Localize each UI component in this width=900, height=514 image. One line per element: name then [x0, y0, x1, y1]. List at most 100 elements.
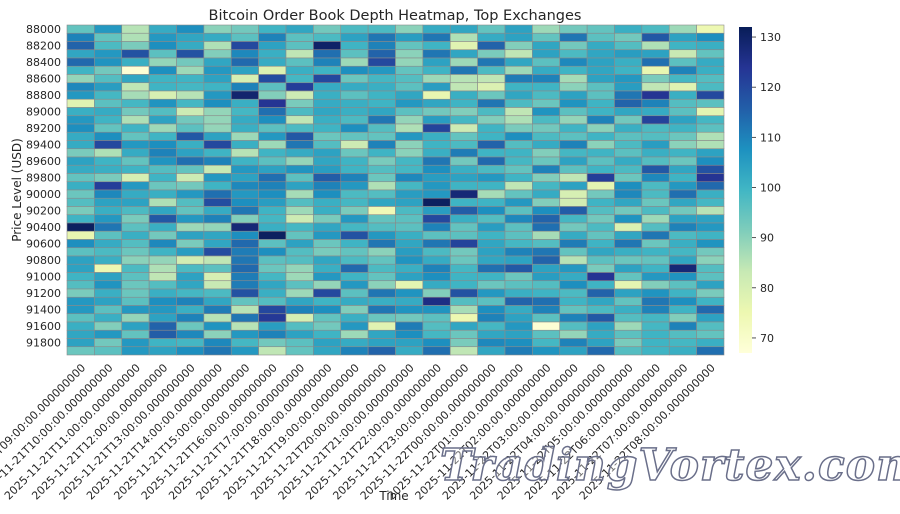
- heatmap-cell: [203, 280, 232, 290]
- heatmap-cell: [477, 156, 506, 166]
- heatmap-cell: [614, 305, 643, 315]
- heatmap-cell: [148, 222, 177, 232]
- heatmap-cell: [121, 296, 150, 306]
- heatmap-cell: [395, 239, 424, 249]
- heatmap-cell: [66, 321, 95, 331]
- heatmap-cell: [504, 230, 533, 240]
- heatmap-cell: [532, 57, 561, 67]
- heatmap-cell: [285, 247, 314, 257]
- heatmap-cell: [449, 148, 478, 158]
- heatmap-cell: [614, 107, 643, 117]
- heatmap-cell: [121, 156, 150, 166]
- heatmap-cell: [395, 197, 424, 207]
- heatmap-cell: [614, 49, 643, 59]
- heatmap-cell: [696, 346, 725, 356]
- heatmap-cell: [285, 222, 314, 232]
- heatmap-cell: [176, 329, 205, 339]
- heatmap-cell: [176, 107, 205, 117]
- heatmap-cell: [230, 32, 259, 42]
- heatmap-cell: [477, 41, 506, 51]
- heatmap-cell: [367, 90, 396, 100]
- heatmap-cell: [148, 214, 177, 224]
- heatmap-cell: [586, 329, 615, 339]
- heatmap-cell: [532, 296, 561, 306]
- heatmap-cell: [668, 321, 697, 331]
- heatmap-cell: [258, 272, 287, 282]
- heatmap-cell: [395, 24, 424, 34]
- heatmap-cell: [230, 65, 259, 75]
- heatmap-cell: [367, 173, 396, 183]
- heatmap-cell: [203, 239, 232, 249]
- heatmap-cell: [340, 123, 369, 133]
- heatmap-cell: [340, 239, 369, 249]
- heatmap-cell: [532, 346, 561, 356]
- heatmap-cell: [477, 239, 506, 249]
- heatmap-cell: [586, 156, 615, 166]
- heatmap-cell: [696, 239, 725, 249]
- heatmap-cell: [313, 288, 342, 298]
- heatmap-cell: [258, 222, 287, 232]
- heatmap-cell: [340, 222, 369, 232]
- heatmap-cell: [367, 197, 396, 207]
- heatmap-cell: [696, 90, 725, 100]
- heatmap-cell: [94, 321, 123, 331]
- heatmap-cell: [313, 82, 342, 92]
- heatmap-cell: [203, 156, 232, 166]
- heatmap-cell: [203, 181, 232, 191]
- heatmap-cell: [203, 123, 232, 133]
- heatmap-cell: [94, 239, 123, 249]
- heatmap-cell: [94, 24, 123, 34]
- heatmap-cell: [559, 272, 588, 282]
- heatmap-cell: [258, 90, 287, 100]
- heatmap-cell: [504, 131, 533, 141]
- heatmap-cell: [477, 65, 506, 75]
- heatmap-cell: [395, 230, 424, 240]
- heatmap-cell: [449, 115, 478, 125]
- heatmap-cell: [230, 156, 259, 166]
- heatmap-cell: [586, 255, 615, 265]
- heatmap-cell: [203, 140, 232, 150]
- heatmap-cell: [203, 173, 232, 183]
- heatmap-cell: [586, 346, 615, 356]
- heatmap-cell: [668, 49, 697, 59]
- heatmap-cell: [668, 181, 697, 191]
- heatmap-cell: [449, 346, 478, 356]
- heatmap-cell: [395, 57, 424, 67]
- heatmap-cell: [203, 131, 232, 141]
- heatmap-cell: [586, 321, 615, 331]
- heatmap-cell: [504, 41, 533, 51]
- heatmap-cell: [504, 189, 533, 199]
- heatmap-cell: [230, 338, 259, 348]
- heatmap-cell: [121, 247, 150, 257]
- heatmap-cell: [559, 197, 588, 207]
- heatmap-cell: [176, 57, 205, 67]
- heatmap-cell: [94, 222, 123, 232]
- heatmap-cell: [258, 230, 287, 240]
- heatmap-cell: [532, 74, 561, 84]
- heatmap-cell: [367, 239, 396, 249]
- heatmap-cell: [313, 74, 342, 84]
- heatmap-cell: [94, 329, 123, 339]
- heatmap-cell: [285, 321, 314, 331]
- heatmap-cell: [395, 65, 424, 75]
- heatmap-cell: [148, 173, 177, 183]
- heatmap-cell: [285, 74, 314, 84]
- heatmap-cell: [367, 296, 396, 306]
- heatmap-cell: [258, 115, 287, 125]
- heatmap-cell: [230, 329, 259, 339]
- heatmap-cell: [614, 173, 643, 183]
- heatmap-cell: [313, 206, 342, 216]
- heatmap-cell: [258, 321, 287, 331]
- heatmap-cell: [586, 263, 615, 273]
- heatmap-cell: [121, 82, 150, 92]
- heatmap-cell: [66, 49, 95, 59]
- heatmap-cell: [559, 239, 588, 249]
- heatmap-cell: [614, 338, 643, 348]
- heatmap-cell: [504, 74, 533, 84]
- heatmap-cell: [614, 98, 643, 108]
- heatmap-cell: [285, 239, 314, 249]
- heatmap-cell: [532, 49, 561, 59]
- heatmap-cell: [176, 338, 205, 348]
- heatmap-cell: [614, 313, 643, 323]
- heatmap-cell: [313, 321, 342, 331]
